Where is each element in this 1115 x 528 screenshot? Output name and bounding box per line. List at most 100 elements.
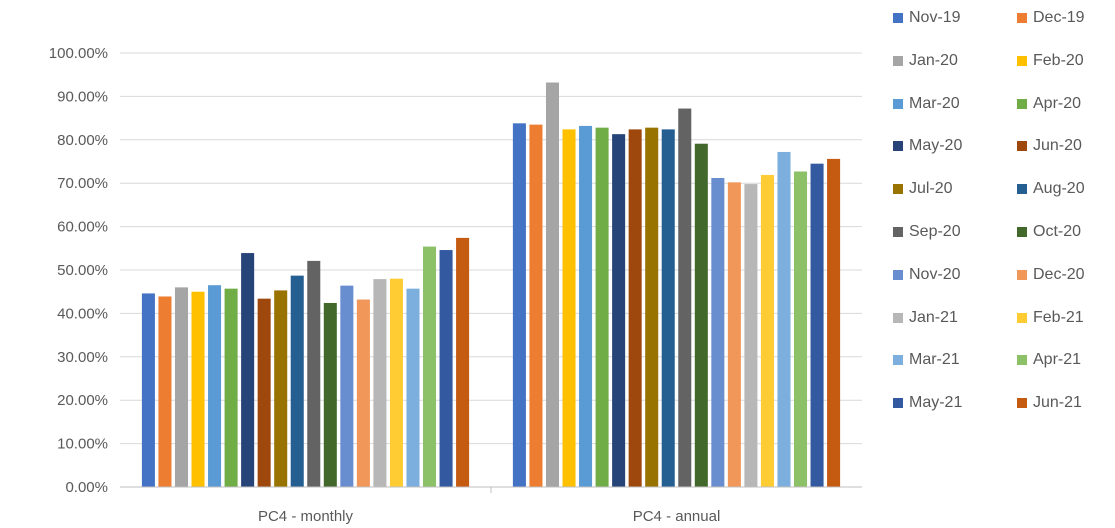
- y-tick-label: 10.00%: [57, 436, 108, 453]
- y-tick-label: 40.00%: [57, 305, 108, 322]
- legend-swatch: [893, 355, 903, 365]
- bar: [406, 289, 419, 487]
- legend-swatch: [1017, 270, 1027, 280]
- y-tick-label: 0.00%: [65, 479, 108, 496]
- legend-label: Nov-20: [909, 266, 961, 284]
- bar: [456, 238, 469, 487]
- legend-item: Aug-20: [1017, 178, 1085, 200]
- legend-label: Mar-21: [909, 351, 960, 369]
- y-tick-label: 20.00%: [57, 392, 108, 409]
- bar: [695, 144, 708, 487]
- legend-swatch: [1017, 13, 1027, 23]
- legend-label: Oct-20: [1033, 223, 1081, 241]
- bar: [324, 303, 337, 487]
- bar: [142, 293, 155, 487]
- legend-swatch: [1017, 99, 1027, 109]
- bar: [158, 296, 171, 487]
- legend-swatch: [893, 184, 903, 194]
- bar: [390, 279, 403, 487]
- legend-label: Apr-20: [1033, 95, 1081, 113]
- bar: [827, 159, 840, 487]
- legend-item: Jan-20: [893, 50, 958, 72]
- legend-item: Mar-21: [893, 349, 960, 371]
- legend-item: Apr-20: [1017, 93, 1081, 115]
- legend-swatch: [1017, 56, 1027, 66]
- y-tick-label: 30.00%: [57, 349, 108, 366]
- legend-swatch: [1017, 398, 1027, 408]
- bar: [794, 171, 807, 487]
- legend-swatch: [1017, 227, 1027, 237]
- bar: [373, 279, 386, 487]
- legend-label: Sep-20: [909, 223, 961, 241]
- legend-swatch: [893, 227, 903, 237]
- bar: [678, 109, 691, 487]
- legend-item: Jun-20: [1017, 135, 1082, 157]
- y-tick-label: 90.00%: [57, 88, 108, 105]
- bar: [777, 152, 790, 487]
- bar: [711, 178, 724, 487]
- legend-swatch: [893, 313, 903, 323]
- bar: [546, 83, 559, 487]
- bar: [662, 129, 675, 487]
- legend-label: Mar-20: [909, 95, 960, 113]
- bar: [241, 253, 254, 487]
- legend-item: Jul-20: [893, 178, 953, 200]
- legend-item: Nov-19: [893, 7, 961, 29]
- legend-swatch: [893, 141, 903, 151]
- legend-item: Nov-20: [893, 264, 961, 286]
- legend-label: Dec-20: [1033, 266, 1085, 284]
- legend-item: Jun-21: [1017, 392, 1082, 414]
- bar: [529, 125, 542, 487]
- legend-swatch: [893, 398, 903, 408]
- bar: [579, 126, 592, 487]
- bars: [142, 83, 840, 487]
- legend-label: Feb-21: [1033, 309, 1084, 327]
- bar: [307, 261, 320, 487]
- legend-item: Oct-20: [1017, 221, 1081, 243]
- legend-label: Apr-21: [1033, 351, 1081, 369]
- y-tick-label: 60.00%: [57, 219, 108, 236]
- legend-label: May-21: [909, 394, 962, 412]
- y-axis-tick-labels: 0.00% 10.00% 20.00% 30.00% 40.00% 50.00% 60.00…: [49, 45, 108, 496]
- legend-item: Feb-20: [1017, 50, 1084, 72]
- y-tick-label: 50.00%: [57, 262, 108, 279]
- bar: [340, 286, 353, 487]
- bar: [596, 128, 609, 487]
- legend-label: Jun-21: [1033, 394, 1082, 412]
- bar: [423, 247, 436, 487]
- legend-item: Mar-20: [893, 93, 960, 115]
- legend-label: Jan-20: [909, 52, 958, 70]
- bar: [192, 292, 205, 487]
- bar: [225, 289, 238, 487]
- bar: [563, 129, 576, 487]
- bar: [811, 164, 824, 487]
- legend-swatch: [893, 99, 903, 109]
- legend-item: Feb-21: [1017, 307, 1084, 329]
- y-tick-label: 70.00%: [57, 175, 108, 192]
- legend-swatch: [893, 56, 903, 66]
- legend-swatch: [1017, 141, 1027, 151]
- x-category-label: PC4 - monthly: [258, 508, 354, 525]
- legend-swatch: [1017, 184, 1027, 194]
- legend-swatch: [1017, 313, 1027, 323]
- legend-item: Dec-20: [1017, 264, 1085, 286]
- legend-label: Nov-19: [909, 9, 961, 27]
- legend-item: Apr-21: [1017, 349, 1081, 371]
- bar: [612, 134, 625, 487]
- legend-item: May-21: [893, 392, 962, 414]
- legend-label: May-20: [909, 137, 962, 155]
- legend-item: May-20: [893, 135, 962, 157]
- y-tick-label: 100.00%: [49, 45, 108, 62]
- legend-swatch: [1017, 355, 1027, 365]
- bar: [513, 123, 526, 487]
- bar: [274, 290, 287, 487]
- legend-label: Feb-20: [1033, 52, 1084, 70]
- legend-label: Jan-21: [909, 309, 958, 327]
- x-category-label: PC4 - annual: [633, 508, 721, 525]
- bar: [728, 182, 741, 487]
- bar: [291, 276, 304, 487]
- y-tick-label: 80.00%: [57, 132, 108, 149]
- bar: [440, 250, 453, 487]
- x-axis-category-labels: PC4 - monthly PC4 - annual: [258, 487, 720, 525]
- legend-label: Jul-20: [909, 180, 953, 198]
